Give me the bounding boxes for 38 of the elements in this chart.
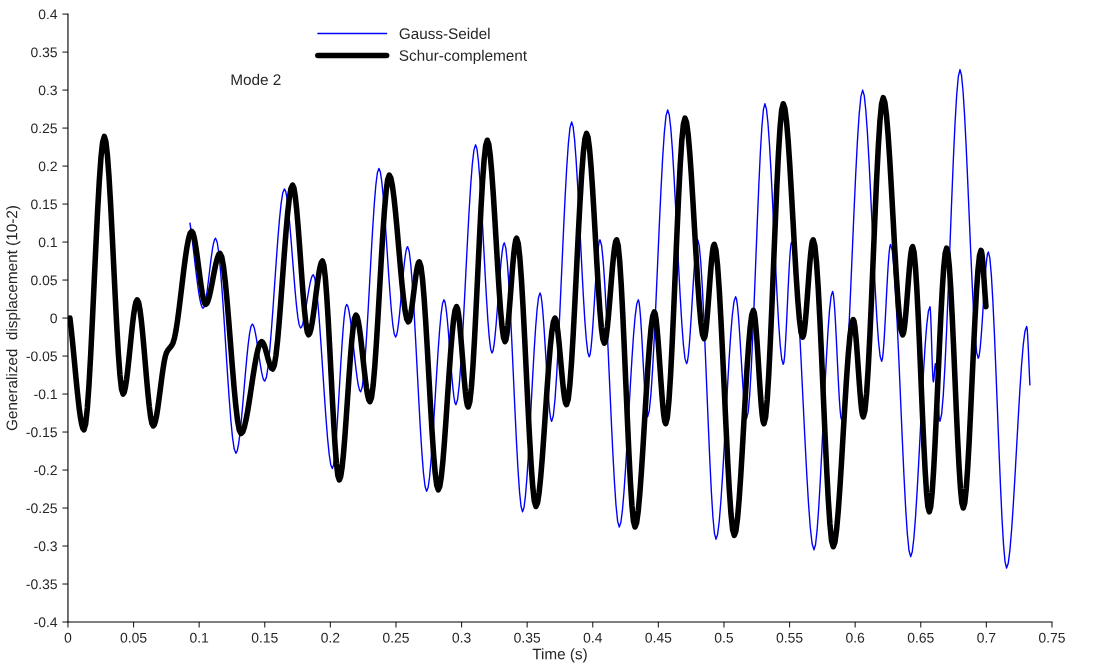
x-tick-label: 0.1	[190, 632, 209, 643]
x-tick-label: 0.15	[251, 632, 278, 643]
y-tick-label: -0.15	[26, 427, 57, 438]
y-tick-label: -0.25	[26, 503, 57, 514]
x-tick-label: 0.7	[977, 632, 996, 643]
y-tick-label: 0.1	[38, 237, 57, 248]
y-tick-label: 0.4	[38, 9, 58, 20]
legend-label: Gauss-Seidel	[399, 27, 490, 40]
legend-label: Schur-complement	[399, 49, 527, 64]
annotation: Mode 2	[231, 73, 281, 86]
y-tick-label: 0.05	[31, 275, 57, 286]
y-tick-label: 0.2	[38, 161, 57, 172]
x-tick-label: 0.3	[452, 632, 471, 643]
y-tick-label: 0	[50, 313, 57, 324]
y-tick-label: 0.3	[38, 85, 57, 96]
x-tick-label: 0	[64, 632, 72, 643]
x-axis-title: Time (s)	[532, 648, 587, 663]
x-tick-label: 0.2	[321, 632, 340, 643]
x-tick-label: 0.05	[120, 632, 147, 643]
x-tick-label: 0.75	[1038, 632, 1065, 643]
y-tick-label: 0.15	[31, 199, 57, 210]
y-tick-label: -0.3	[34, 541, 57, 552]
y-tick-label: -0.2	[34, 465, 57, 476]
x-tick-label: 0.25	[382, 632, 409, 643]
x-tick-label: 0.6	[846, 632, 865, 643]
x-tick-label: 0.4	[583, 632, 603, 643]
x-tick-label: 0.45	[645, 632, 672, 643]
y-tick-label: -0.35	[26, 579, 57, 590]
y-tick-label: -0.4	[34, 617, 58, 628]
y-axis-title: Generalized displacement (10-2)	[6, 206, 21, 431]
y-tick-label: -0.1	[34, 389, 57, 400]
y-tick-label: -0.05	[26, 351, 57, 362]
y-tick-label: 0.35	[31, 47, 57, 58]
y-tick-label: 0.25	[31, 123, 57, 134]
x-tick-label: 0.35	[514, 632, 541, 643]
x-tick-label: 0.5	[714, 632, 734, 643]
x-tick-label: 0.65	[907, 632, 934, 643]
x-tick-label: 0.55	[776, 632, 803, 643]
